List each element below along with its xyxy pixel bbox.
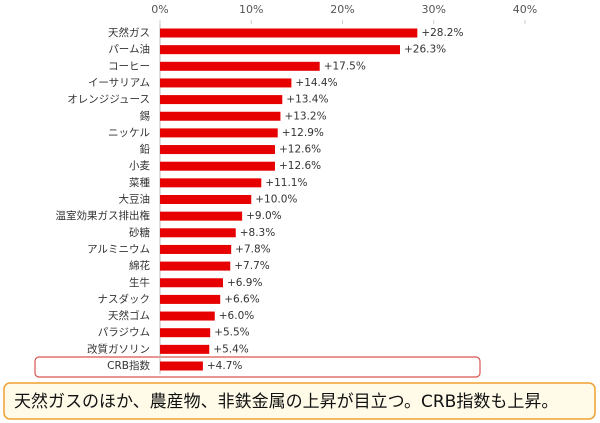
category-label: CRB指数 [107,359,150,372]
value-label: +12.9% [282,127,324,139]
value-label: +13.4% [286,94,328,106]
value-label: +28.2% [421,27,463,39]
annotation: 天然ガスのほか、農産物、非鉄金属の上昇が目立つ。CRB指数も上昇。 [14,392,558,412]
category-label: 生牛 [129,276,150,289]
category-label: 鉛 [140,143,151,156]
bar [160,161,275,171]
category-label: 菜種 [129,176,150,189]
x-tick-label: 30% [422,3,446,16]
value-label: +10.0% [255,194,297,206]
bar [160,28,418,38]
bar [160,278,223,288]
bar [160,211,243,221]
value-label: +6.9% [227,277,262,289]
value-label: +5.5% [214,327,249,339]
category-label: 大豆油 [119,193,151,206]
value-label: +26.3% [404,44,446,56]
category-label: 綿花 [129,259,150,272]
x-tick-label: 40% [513,3,537,16]
value-label: +8.3% [240,227,275,239]
bar [160,294,221,304]
value-label: +12.6% [279,144,321,156]
bar [160,178,262,188]
bar [160,311,215,321]
bar [160,78,292,88]
annotation-box [3,382,596,420]
value-label: +12.6% [279,160,321,172]
category-label: 天然ゴム [108,309,150,322]
bar [160,111,281,121]
bar [160,45,400,55]
category-label: 小麦 [129,160,150,172]
category-label: パラジウム [98,327,150,339]
value-label: +7.7% [234,260,269,272]
x-tick-label: 10% [239,3,263,16]
category-label: 改質ガソリン [87,342,150,355]
bar [160,344,210,354]
category-label: コーヒー [108,60,150,72]
category-label: イーサリアム [88,77,150,89]
bar [160,244,232,254]
value-label: +14.4% [295,77,337,89]
highlight-box [34,356,481,378]
value-label: +6.0% [219,310,254,322]
category-label: 天然ガス [108,26,150,39]
bar [160,95,283,105]
x-tick-label: 0% [151,3,168,16]
x-tick-label: 20% [330,3,354,16]
value-label: +17.5% [324,60,366,72]
bar [160,261,231,271]
bar [160,61,320,71]
category-label: アルミニウム [87,243,150,255]
value-label: +11.1% [265,177,307,189]
category-label: 錫 [140,109,151,122]
bar [160,128,278,138]
bar [160,361,203,371]
category-label: 砂糖 [129,226,150,239]
value-label: +7.8% [235,243,270,255]
category-label: パーム油 [108,43,150,56]
bar [160,328,211,338]
value-label: +13.2% [284,110,326,122]
value-label: +6.6% [224,293,259,305]
value-label: +5.4% [213,343,248,355]
category-label: ナスダック [98,292,151,305]
bar [160,195,252,204]
value-label: +4.7% [207,360,242,372]
category-label: オレンジジュース [67,94,150,106]
bar [160,228,236,238]
bar [160,145,275,155]
category-label: 温室効果ガス排出権 [56,209,151,222]
category-label: ニッケル [108,127,150,139]
value-label: +9.0% [246,210,281,222]
